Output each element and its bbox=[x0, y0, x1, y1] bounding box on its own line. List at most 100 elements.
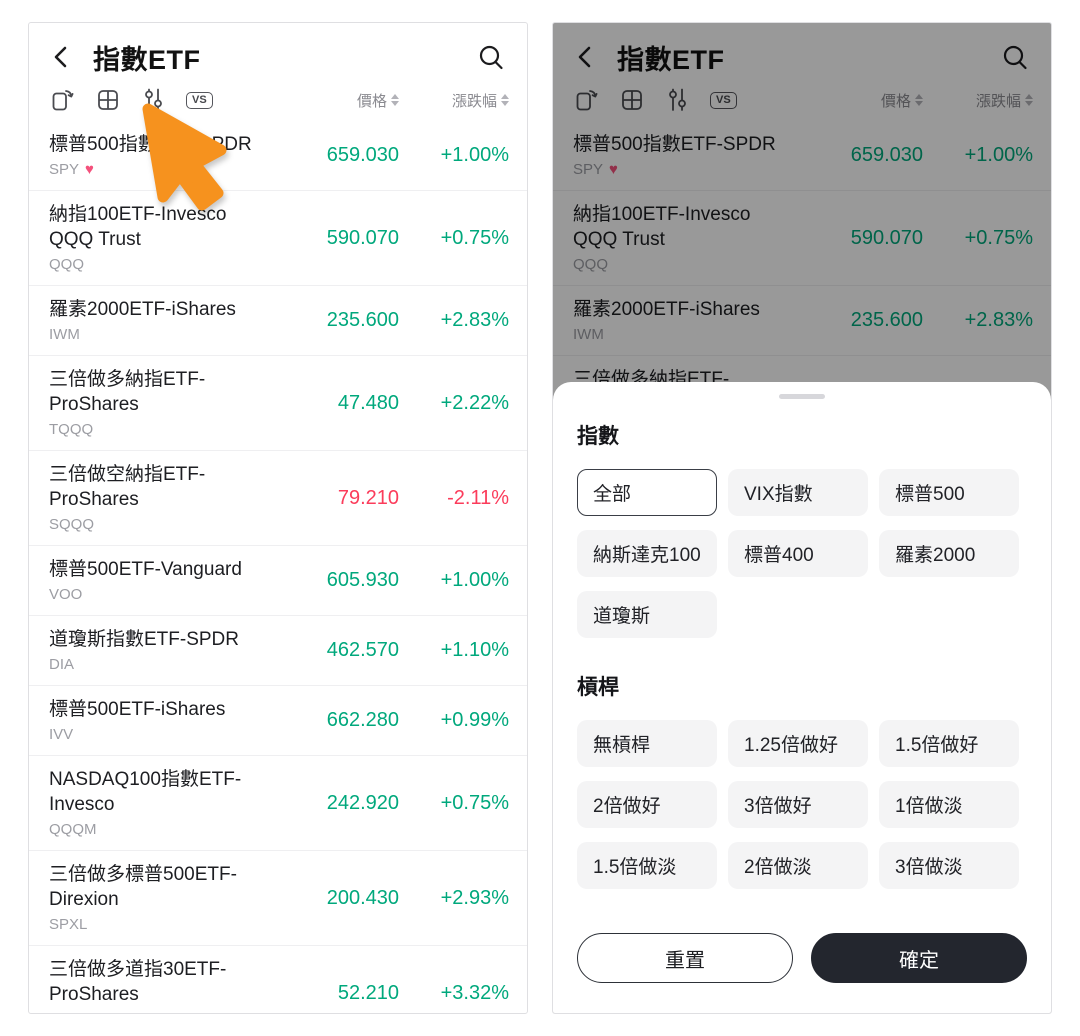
table-row[interactable]: 標普500ETF-Vanguard VOO 605.930 +1.00% bbox=[29, 545, 527, 615]
sort-icon bbox=[1025, 94, 1033, 106]
table-row[interactable]: 羅素2000ETF-iShares IWM 235.600 +2.83% bbox=[29, 285, 527, 355]
column-header-change[interactable]: 漲跌幅 bbox=[409, 90, 509, 111]
chip-index-all[interactable]: 全部 bbox=[577, 469, 717, 516]
price-value: 47.480 bbox=[337, 391, 399, 414]
compare-button[interactable]: VS bbox=[710, 87, 737, 113]
table-row[interactable]: 三倍做多標普500ETF-Direxion SPXL 200.430 +2.93… bbox=[29, 850, 527, 945]
filter-bottom-sheet: 指數 全部 VIX指數 標普500 納斯達克100 標普400 羅素2000 道… bbox=[553, 382, 1051, 1013]
change-value: +0.75% bbox=[964, 226, 1033, 249]
back-button[interactable] bbox=[573, 42, 603, 72]
table-row[interactable]: 羅素2000ETF-iShares IWM 235.600 +2.83% bbox=[553, 285, 1051, 355]
change-value: +1.00% bbox=[440, 144, 509, 166]
etf-symbol: SQQQ bbox=[49, 516, 95, 533]
screen-etf-list: 指數ETF bbox=[28, 22, 528, 1014]
chip-leverage-2x-long[interactable]: 2倍做好 bbox=[577, 781, 717, 828]
column-header-change[interactable]: 漲跌幅 bbox=[933, 90, 1033, 111]
change-value: +2.93% bbox=[440, 886, 509, 909]
vs-icon: VS bbox=[710, 91, 737, 109]
etf-symbol: DIA bbox=[49, 656, 75, 673]
price-value: 659.030 bbox=[850, 144, 923, 166]
etf-symbol: QQQ bbox=[573, 256, 609, 273]
chip-leverage-3x-long[interactable]: 3倍做好 bbox=[728, 781, 868, 828]
table-row[interactable]: 標普500指數ETF-SPDR SPY♥ 659.030 +1.00% bbox=[29, 121, 527, 190]
change-value: +0.75% bbox=[440, 226, 509, 249]
chip-index-sp500[interactable]: 標普500 bbox=[879, 469, 1019, 516]
chip-leverage-3x-short[interactable]: 3倍做淡 bbox=[879, 842, 1019, 889]
etf-name: 道瓊斯指數ETF-SPDR bbox=[49, 629, 240, 650]
grid-view-button[interactable] bbox=[620, 87, 644, 113]
etf-name: NASDAQ100指數ETF-Invesco bbox=[49, 769, 242, 815]
etf-symbol: VOO bbox=[49, 586, 83, 603]
grid-icon bbox=[622, 90, 642, 110]
etf-symbol: SPY ♥ bbox=[49, 161, 94, 178]
grid-view-button[interactable] bbox=[96, 87, 120, 113]
price-value: 605.930 bbox=[326, 569, 399, 591]
search-icon bbox=[1003, 45, 1027, 70]
etf-symbol: SPXL bbox=[49, 916, 88, 933]
filter-sliders-icon bbox=[669, 88, 686, 111]
flip-card-icon bbox=[576, 90, 598, 111]
sheet-drag-handle[interactable] bbox=[779, 394, 825, 399]
etf-symbol: QQQM bbox=[49, 821, 97, 838]
chip-leverage-2x-short[interactable]: 2倍做淡 bbox=[728, 842, 868, 889]
change-value: +0.75% bbox=[440, 791, 509, 814]
chip-leverage-1-25x-long[interactable]: 1.25倍做好 bbox=[728, 720, 868, 767]
chip-index-nasdaq100[interactable]: 納斯達克100 bbox=[577, 530, 717, 577]
sort-icon bbox=[915, 94, 923, 106]
price-value: 462.570 bbox=[326, 639, 399, 661]
column-header-price[interactable]: 價格 bbox=[287, 90, 399, 111]
flip-card-button[interactable] bbox=[49, 87, 75, 113]
etf-name: 三倍做多納指ETF-ProShares bbox=[49, 369, 206, 415]
sort-icon bbox=[501, 94, 509, 106]
reset-button[interactable]: 重置 bbox=[577, 933, 793, 983]
sort-icon bbox=[391, 94, 399, 106]
table-row[interactable]: 道瓊斯指數ETF-SPDR DIA 462.570 +1.10% bbox=[29, 615, 527, 685]
chip-index-vix[interactable]: VIX指數 bbox=[728, 469, 868, 516]
change-value: -2.11% bbox=[447, 486, 509, 509]
table-row[interactable]: 標普500ETF-iShares IVV 662.280 +0.99% bbox=[29, 685, 527, 755]
chip-index-dowjones[interactable]: 道瓊斯 bbox=[577, 591, 717, 638]
table-row[interactable]: 三倍做多道指30ETF-ProShares UDOW 52.210 +3.32% bbox=[29, 945, 527, 1013]
price-value: 590.070 bbox=[326, 226, 399, 249]
etf-list: 標普500指數ETF-SPDR SPY♥ 659.030 +1.00% 納指10… bbox=[29, 121, 527, 1013]
app-header: 指數ETF bbox=[29, 23, 527, 75]
chip-leverage-none[interactable]: 無槓桿 bbox=[577, 720, 717, 767]
etf-symbol: IWM bbox=[573, 326, 604, 343]
change-value: +3.32% bbox=[440, 981, 509, 1004]
table-row[interactable]: 三倍做空納指ETF-ProShares SQQQ 79.210 -2.11% bbox=[29, 450, 527, 545]
chip-index-russell2000[interactable]: 羅素2000 bbox=[879, 530, 1019, 577]
flip-card-button[interactable] bbox=[573, 87, 599, 113]
favorite-heart-icon: ♥ bbox=[85, 161, 94, 178]
etf-name: 標普500ETF-Vanguard bbox=[49, 559, 242, 580]
flip-card-icon bbox=[52, 90, 74, 111]
etf-symbol: UDOW bbox=[49, 1010, 287, 1013]
table-row[interactable]: NASDAQ100指數ETF-Invesco QQQM 242.920 +0.7… bbox=[29, 755, 527, 850]
change-value: +1.00% bbox=[964, 144, 1033, 166]
search-button[interactable] bbox=[999, 41, 1031, 73]
price-value: 235.600 bbox=[326, 309, 399, 331]
price-value: 242.920 bbox=[326, 791, 399, 814]
table-row[interactable]: 三倍做多納指ETF-ProShares TQQQ 47.480 +2.22% bbox=[29, 355, 527, 450]
etf-symbol: SPY ♥ bbox=[573, 161, 618, 178]
chip-leverage-1x-short[interactable]: 1倍做淡 bbox=[879, 781, 1019, 828]
back-button[interactable] bbox=[49, 42, 79, 72]
back-chevron-icon bbox=[578, 46, 591, 68]
etf-name: 納指100ETF-Invesco QQQ Trust bbox=[573, 204, 751, 250]
table-row[interactable]: 納指100ETF-Invesco QQQ Trust QQQ 590.070 +… bbox=[553, 190, 1051, 285]
etf-name: 羅素2000ETF-iShares bbox=[573, 299, 760, 320]
table-row[interactable]: 標普500指數ETF-SPDR SPY♥ 659.030 +1.00% bbox=[553, 121, 1051, 190]
etf-name: 標普500ETF-iShares bbox=[49, 699, 226, 720]
page-title: 指數ETF bbox=[93, 44, 201, 75]
compare-button[interactable]: VS bbox=[186, 87, 213, 113]
column-header-price[interactable]: 價格 bbox=[811, 90, 923, 111]
table-row[interactable]: 納指100ETF-Invesco QQQ Trust QQQ 590.070 +… bbox=[29, 190, 527, 285]
page-title: 指數ETF bbox=[617, 44, 725, 75]
chip-leverage-1-5x-short[interactable]: 1.5倍做淡 bbox=[577, 842, 717, 889]
search-icon bbox=[479, 45, 503, 70]
confirm-button[interactable]: 確定 bbox=[811, 933, 1027, 983]
chip-leverage-1-5x-long[interactable]: 1.5倍做好 bbox=[879, 720, 1019, 767]
search-button[interactable] bbox=[475, 41, 507, 73]
filter-button[interactable] bbox=[665, 87, 689, 113]
chip-index-sp400[interactable]: 標普400 bbox=[728, 530, 868, 577]
